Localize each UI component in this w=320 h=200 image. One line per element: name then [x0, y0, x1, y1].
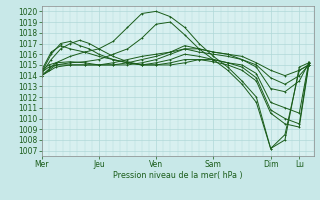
X-axis label: Pression niveau de la mer( hPa ): Pression niveau de la mer( hPa ): [113, 171, 243, 180]
